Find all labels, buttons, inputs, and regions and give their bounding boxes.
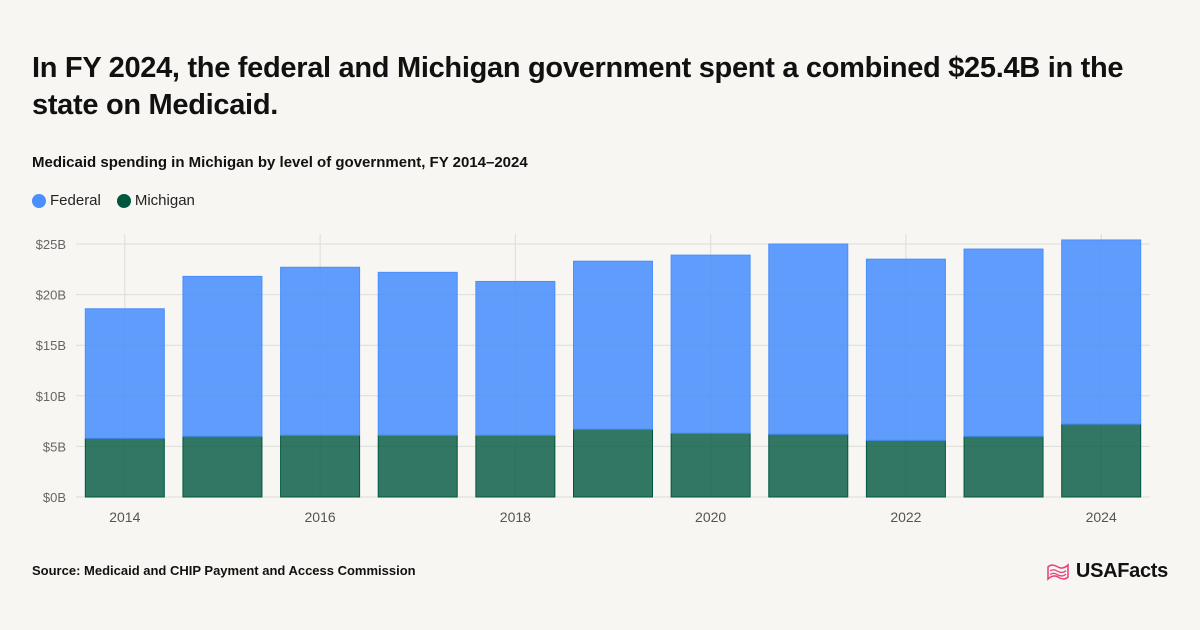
x-tick-label: 2020 [695,509,726,525]
bar-michigan-2018 [475,434,556,498]
bar-michigan-2021 [768,433,849,498]
y-tick-label: $10B [36,389,66,404]
x-tick-label: 2024 [1086,509,1117,525]
bar-federal-2019 [573,260,653,430]
legend-label-federal: Federal [50,192,101,209]
legend-item-federal: Federal [32,192,101,209]
legend-label-michigan: Michigan [134,192,195,209]
bar-michigan-2019 [573,428,653,498]
y-tick-label: $0B [43,490,66,505]
bar-federal-2017 [377,271,458,436]
y-tick-label: $25B [36,237,66,252]
brand: USAFacts [1046,560,1168,583]
y-tick-label: $20B [36,288,66,303]
legend-swatch-federal [32,193,46,208]
bar-michigan-2015 [182,435,263,498]
headline: In FY 2024, the federal and Michigan gov… [32,52,1124,121]
x-tick-label: 2014 [109,509,140,525]
x-tick-label: 2022 [890,509,921,525]
brand-name: USAFacts [1075,560,1168,582]
bar-federal-2020 [670,254,751,434]
bar-michigan-2014 [84,437,165,498]
bar-michigan-2016 [280,434,361,498]
bar-michigan-2023 [963,435,1044,498]
legend-item-michigan: Michigan [116,192,195,209]
y-tick-label: $5B [43,439,66,454]
bar-federal-2016 [280,266,361,436]
bar-federal-2018 [475,280,556,436]
bar-federal-2023 [963,248,1044,437]
source-note: Source: Medicaid and CHIP Payment and Ac… [32,563,416,578]
chart-title: Medicaid spending in Michigan by level o… [32,154,528,171]
bar-federal-2014 [84,308,165,439]
bar-federal-2022 [865,258,946,441]
bar-michigan-2024 [1061,423,1142,498]
y-tick-label: $15B [36,338,66,353]
legend: Federal Michigan [32,192,211,209]
bar-michigan-2020 [670,432,751,498]
bar-federal-2024 [1061,239,1142,425]
bar-michigan-2022 [865,439,946,498]
legend-swatch-michigan [116,193,131,208]
bar-federal-2015 [182,275,263,437]
bar-federal-2021 [768,243,849,435]
x-tick-label: 2018 [500,509,531,525]
x-tick-label: 2016 [305,509,336,525]
bar-michigan-2017 [377,434,458,498]
us-map-flag-icon [1047,562,1069,581]
